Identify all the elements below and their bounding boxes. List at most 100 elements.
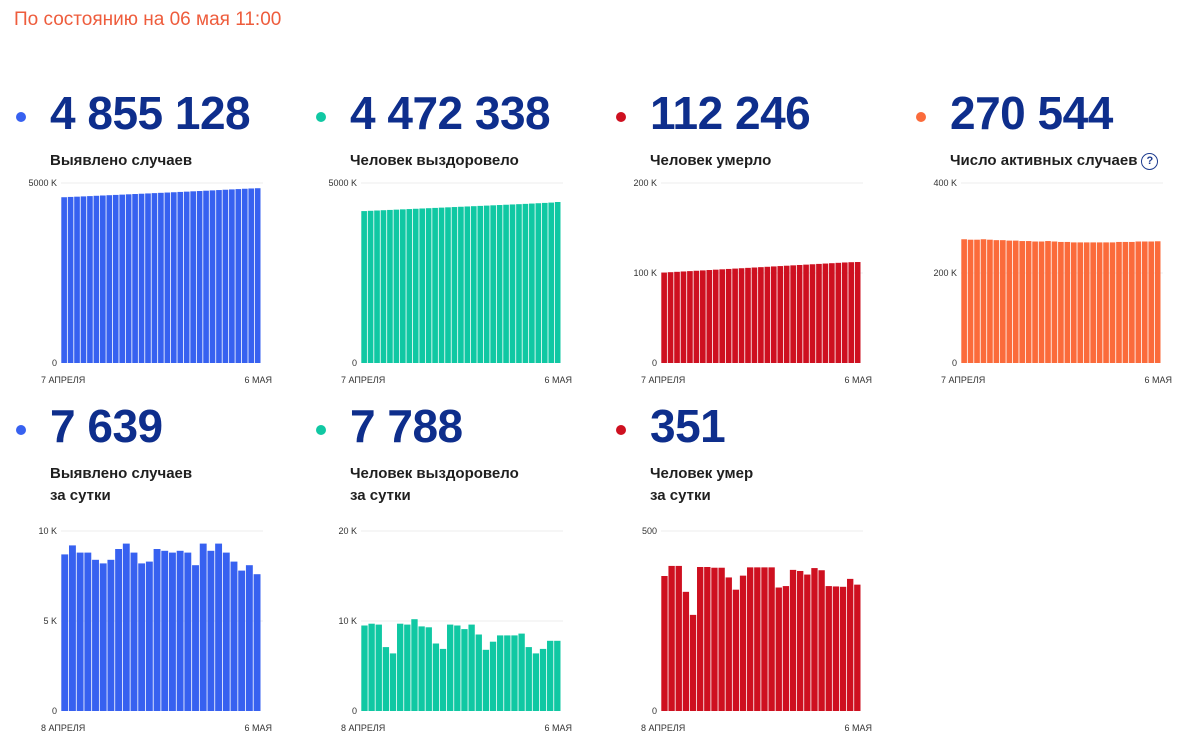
chart-bar (241, 188, 248, 363)
chart-bar (445, 207, 451, 363)
chart-bar (161, 550, 169, 711)
chart-bar (854, 584, 861, 711)
series-color-dot (616, 425, 626, 435)
chart-bar (382, 647, 390, 711)
chart-bar (235, 189, 242, 363)
y-tick-label: 0 (352, 706, 357, 716)
chart-bar (184, 552, 192, 711)
chart-bar (393, 209, 400, 363)
chart-bar (412, 208, 419, 363)
chart-bar (782, 586, 790, 711)
chart-bar (1058, 241, 1064, 363)
series-color-dot (616, 112, 626, 122)
chart-bar (68, 545, 76, 711)
chart-bar (535, 203, 542, 363)
chart-bar (375, 624, 382, 711)
chart-bar (87, 196, 93, 363)
stat-number: 4 472 338 (350, 87, 551, 139)
chart-bar (1012, 240, 1019, 363)
chart-bar (700, 270, 706, 363)
chart-bar (238, 570, 246, 711)
chart-bar (1019, 241, 1026, 363)
chart-bar (130, 552, 138, 711)
chart-bar (993, 240, 1000, 363)
chart-bar (477, 205, 484, 363)
chart-bar (687, 271, 693, 363)
chart-bar (400, 209, 406, 363)
chart-bar (847, 578, 854, 711)
chart-bar (447, 624, 454, 711)
chart-bar (196, 191, 203, 363)
chart-bar (125, 194, 132, 363)
x-end-label: 6 МАЯ (1144, 375, 1172, 385)
stat-label: Человек умер (650, 465, 754, 482)
chart-bar (829, 263, 835, 363)
chart-bar (967, 239, 974, 363)
chart-bar (841, 262, 848, 363)
chart-bar (222, 189, 229, 363)
stat-number: 4 855 128 (50, 87, 251, 139)
stat-card: 4 472 338 Человек выздоровело 0 5000 K 7 АПР… (313, 85, 593, 405)
chart-bar (497, 635, 504, 711)
chart-bar (1070, 242, 1077, 363)
stat-card: 4 855 128 Выявлено случаев 0 5000 K 7 АПРЕЛЯ… (13, 85, 293, 405)
y-tick-label: 10 K (338, 616, 357, 626)
chart-bar (832, 586, 840, 711)
chart-bar (254, 188, 261, 363)
series-color-dot (16, 112, 26, 122)
chart-bar (145, 561, 153, 711)
chart-bar (661, 576, 668, 711)
chart-bar (61, 554, 69, 711)
chart-bar (761, 567, 768, 711)
chart-bar (93, 195, 100, 363)
chart-bar (361, 625, 368, 711)
chart-bar (503, 204, 509, 363)
chart-bar (529, 203, 535, 363)
chart-bar (177, 191, 184, 363)
x-end-label: 6 МАЯ (244, 723, 272, 733)
chart-bar (1038, 241, 1045, 363)
y-tick-label: 0 (952, 358, 957, 368)
chart-bar (464, 206, 471, 363)
chart-bar (848, 262, 855, 363)
chart-bar (215, 543, 223, 711)
stat-number: 7 639 (50, 400, 163, 452)
x-end-label: 6 МАЯ (244, 375, 272, 385)
chart-bar (516, 204, 522, 363)
chart-bar (661, 272, 667, 363)
chart-bar (404, 624, 411, 711)
chart-bar (80, 196, 87, 363)
chart-bar (216, 190, 222, 363)
chart-bar (138, 563, 146, 711)
chart-bar (67, 196, 74, 363)
help-icon[interactable]: ? (1141, 153, 1159, 170)
y-tick-label: 0 (352, 358, 357, 368)
chart-bar (361, 211, 367, 363)
chart-bar (1122, 241, 1129, 363)
x-start-label: 7 АПРЕЛЯ (341, 375, 385, 385)
chart-bar (1051, 241, 1058, 363)
chart-bar (1000, 240, 1006, 363)
chart-bar (483, 205, 490, 363)
stat-label: Число активных случаев? (950, 150, 1159, 172)
chart-bar (84, 552, 92, 711)
chart-bar (704, 567, 711, 711)
chart-bar (168, 552, 176, 711)
chart-bar (680, 271, 687, 363)
stat-card: 112 246 Человек умерло 0 100 K 200 K 7 АПРЕЛЯ… (613, 85, 893, 405)
chart-bar (739, 575, 747, 711)
chart-bar (532, 653, 540, 711)
chart-bar (1103, 242, 1109, 363)
chart-bar (522, 203, 529, 363)
chart-bar (61, 197, 67, 363)
chart-bar (693, 270, 700, 363)
chart-bar (367, 210, 374, 363)
chart-bar (697, 567, 704, 711)
chart-bar (822, 263, 829, 363)
chart-bar (804, 574, 811, 711)
chart-bar (470, 206, 477, 363)
chart-bar (192, 565, 199, 711)
chart-bar (751, 267, 758, 363)
chart-bar (775, 587, 782, 711)
chart-bar (1006, 240, 1013, 363)
